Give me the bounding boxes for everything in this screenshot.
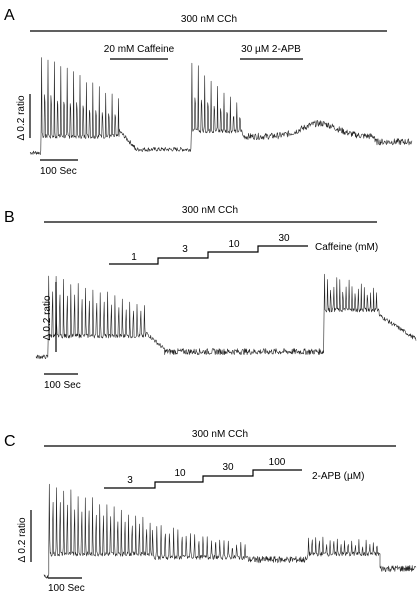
panel-a-scale-y-label: Δ 0.2 ratio — [16, 95, 27, 140]
panel-c-step-3: 30 — [222, 462, 234, 473]
panel-c-2apb-staircase — [104, 469, 302, 489]
panel-c-2apb-unit: 2-APB (µM) — [312, 471, 364, 482]
panel-c-step-1: 3 — [127, 475, 133, 486]
panel-a-letter: A — [4, 7, 15, 24]
panel-a-2apb-label: 30 µM 2-APB — [241, 44, 301, 55]
panel-b-scale-x-label: 100 Sec — [44, 380, 81, 391]
panel-a-trace — [29, 57, 413, 155]
panel-b-ccH-label: 300 nM CCh — [182, 205, 238, 216]
panel-a-ccH-label: 300 nM CCh — [181, 14, 237, 25]
panel-c-scale-x-label: 100 Sec — [48, 583, 85, 594]
panel-c-trace — [43, 483, 417, 579]
panel-b-letter: B — [4, 209, 15, 226]
panel-a: A 300 nM CCh 20 mM Caffeine 30 µM 2-APB … — [4, 7, 413, 177]
panel-b-caffeine-staircase — [109, 245, 308, 265]
panel-b-step-4: 30 — [278, 233, 290, 244]
panel-b-step-2: 3 — [182, 244, 188, 255]
panel-b: B 300 nM CCh 1 3 10 30 Caffeine (mM) Δ 0… — [4, 205, 417, 391]
panel-c-letter: C — [4, 433, 16, 450]
panel-c-scale-y-label: Δ 0.2 ratio — [17, 517, 28, 562]
panel-a-scale-x-label: 100 Sec — [40, 166, 77, 177]
panel-b-scale-y-label: Δ 0.2 ratio — [42, 295, 53, 340]
panel-b-step-1: 1 — [131, 252, 137, 263]
panel-b-caffeine-unit: Caffeine (mM) — [315, 242, 378, 253]
panel-b-step-3: 10 — [228, 239, 240, 250]
panel-b-trace — [35, 273, 417, 360]
panel-a-caffeine-label: 20 mM Caffeine — [104, 44, 175, 55]
panel-c-step-4: 100 — [269, 457, 286, 468]
panel-c: C 300 nM CCh 3 10 30 100 2-APB (µM) Δ 0.… — [4, 429, 417, 594]
panel-c-step-2: 10 — [174, 468, 186, 479]
panel-c-ccH-label: 300 nM CCh — [192, 429, 248, 440]
